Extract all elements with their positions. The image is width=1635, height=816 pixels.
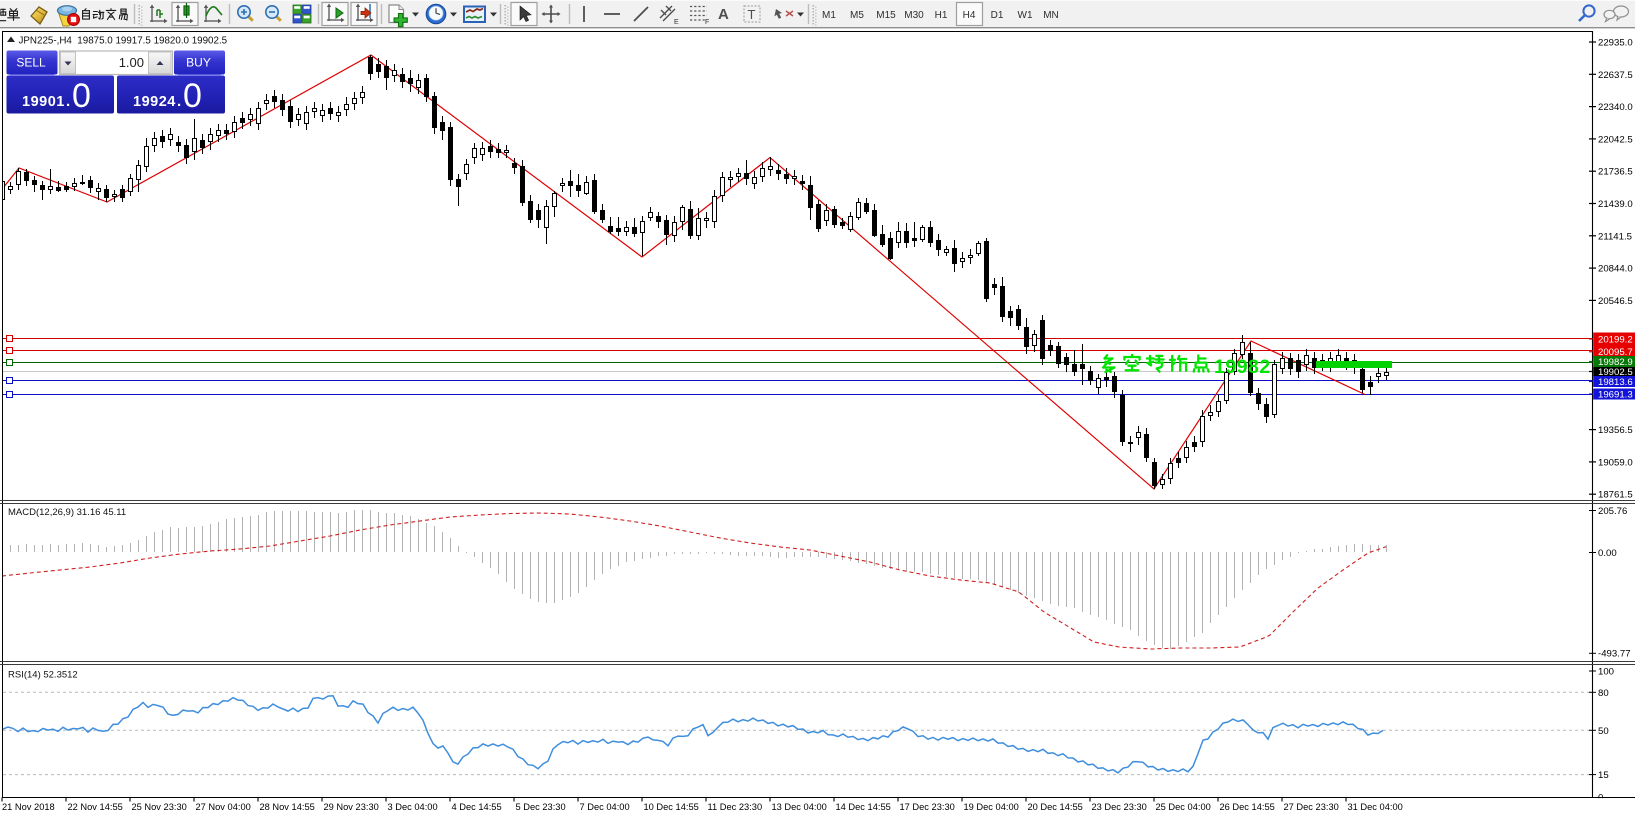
svg-text:4 Dec 14:55: 4 Dec 14:55 xyxy=(452,802,502,812)
svg-text:21 Nov 2018: 21 Nov 2018 xyxy=(2,802,55,812)
svg-text:19982.9: 19982.9 xyxy=(1598,357,1633,368)
svg-text:W1: W1 xyxy=(1018,10,1033,21)
svg-text:1.00: 1.00 xyxy=(119,55,144,70)
svg-text:19902.5: 19902.5 xyxy=(1598,367,1633,378)
svg-text:21141.5: 21141.5 xyxy=(1598,231,1632,242)
svg-text:0: 0 xyxy=(72,77,91,115)
svg-text:22042.5: 22042.5 xyxy=(1598,134,1633,145)
svg-text:20844.0: 20844.0 xyxy=(1598,264,1633,275)
svg-text:31 Dec 04:00: 31 Dec 04:00 xyxy=(1348,802,1403,812)
svg-text:25 Dec 04:00: 25 Dec 04:00 xyxy=(1156,802,1211,812)
svg-text:80: 80 xyxy=(1598,688,1609,699)
svg-text:19924: 19924 xyxy=(133,94,176,110)
svg-text:19059.0: 19059.0 xyxy=(1598,457,1633,468)
svg-text:10 Dec 14:55: 10 Dec 14:55 xyxy=(644,802,699,812)
svg-text:7 Dec 04:00: 7 Dec 04:00 xyxy=(580,802,630,812)
svg-text:.: . xyxy=(66,93,70,110)
svg-text:T: T xyxy=(748,7,756,22)
svg-text:H4: H4 xyxy=(963,10,976,21)
svg-text:H1: H1 xyxy=(935,10,948,21)
svg-text:0: 0 xyxy=(1598,793,1603,804)
svg-text:MACD(12,26,9) 31.16 45.11: MACD(12,26,9) 31.16 45.11 xyxy=(8,507,126,518)
svg-text:5 Dec 23:30: 5 Dec 23:30 xyxy=(516,802,566,812)
svg-text:.: . xyxy=(177,93,181,110)
svg-text:0.00: 0.00 xyxy=(1598,548,1617,559)
svg-text:29 Nov 23:30: 29 Nov 23:30 xyxy=(324,802,379,812)
svg-text:18761.5: 18761.5 xyxy=(1598,490,1633,501)
svg-text:19691.3: 19691.3 xyxy=(1598,390,1633,401)
svg-text:0: 0 xyxy=(183,77,202,115)
svg-text:E: E xyxy=(674,19,679,26)
svg-text:3 Dec 04:00: 3 Dec 04:00 xyxy=(388,802,438,812)
svg-text:M1: M1 xyxy=(822,10,836,21)
svg-text:11 Dec 23:30: 11 Dec 23:30 xyxy=(708,802,763,812)
svg-text:JPN225-,H4 19875.0 19917.5 19: JPN225-,H4 19875.0 19917.5 19820.0 19902… xyxy=(19,36,228,47)
svg-text:27 Dec 23:30: 27 Dec 23:30 xyxy=(1284,802,1339,812)
svg-text:22340.0: 22340.0 xyxy=(1598,102,1633,113)
svg-text:28 Nov 14:55: 28 Nov 14:55 xyxy=(260,802,315,812)
svg-text:A: A xyxy=(718,6,729,23)
svg-text:19 Dec 04:00: 19 Dec 04:00 xyxy=(964,802,1019,812)
svg-text:25 Nov 23:30: 25 Nov 23:30 xyxy=(132,802,187,812)
svg-text:27 Nov 04:00: 27 Nov 04:00 xyxy=(196,802,251,812)
svg-text:13 Dec 04:00: 13 Dec 04:00 xyxy=(772,802,827,812)
svg-text:20095.7: 20095.7 xyxy=(1598,347,1633,358)
svg-text:15: 15 xyxy=(1598,770,1609,781)
svg-text:19901: 19901 xyxy=(22,94,65,110)
svg-text:26 Dec 14:55: 26 Dec 14:55 xyxy=(1220,802,1275,812)
svg-text:M30: M30 xyxy=(904,10,924,21)
svg-text:17 Dec 23:30: 17 Dec 23:30 xyxy=(900,802,955,812)
svg-text:M5: M5 xyxy=(850,10,864,21)
svg-text:22637.5: 22637.5 xyxy=(1598,70,1633,81)
svg-text:20546.5: 20546.5 xyxy=(1598,296,1633,307)
svg-text:19982: 19982 xyxy=(1214,356,1271,378)
svg-text:205.76: 205.76 xyxy=(1598,506,1627,517)
svg-text:20 Dec 14:55: 20 Dec 14:55 xyxy=(1028,802,1083,812)
svg-text:19813.6: 19813.6 xyxy=(1598,377,1633,388)
svg-text:22935.0: 22935.0 xyxy=(1598,38,1633,49)
svg-text:50: 50 xyxy=(1598,726,1609,737)
svg-text:21736.5: 21736.5 xyxy=(1598,167,1633,178)
svg-text:D1: D1 xyxy=(991,10,1004,21)
svg-text:23 Dec 23:30: 23 Dec 23:30 xyxy=(1092,802,1147,812)
svg-text:19356.5: 19356.5 xyxy=(1598,425,1633,436)
svg-text:21439.0: 21439.0 xyxy=(1598,199,1633,210)
svg-text:22 Nov 14:55: 22 Nov 14:55 xyxy=(68,802,123,812)
svg-text:20199.2: 20199.2 xyxy=(1598,335,1633,346)
svg-text:BUY: BUY xyxy=(186,56,211,70)
svg-text:M15: M15 xyxy=(876,10,896,21)
svg-text:14 Dec 14:55: 14 Dec 14:55 xyxy=(836,802,891,812)
svg-text:100: 100 xyxy=(1598,667,1614,678)
svg-text:MN: MN xyxy=(1043,10,1059,21)
svg-text:F: F xyxy=(705,19,709,26)
svg-text:-493.77: -493.77 xyxy=(1598,649,1631,660)
svg-text:RSI(14) 52.3512: RSI(14) 52.3512 xyxy=(8,670,78,681)
svg-text:SELL: SELL xyxy=(16,56,46,70)
